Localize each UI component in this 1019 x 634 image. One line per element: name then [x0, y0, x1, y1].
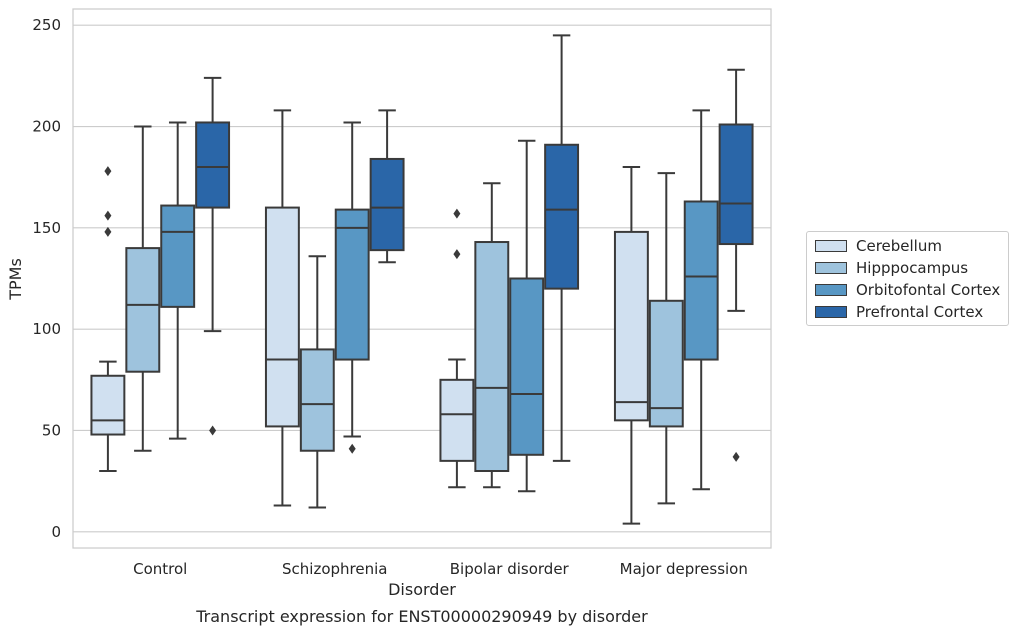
box-iqr: [90, 374, 126, 436]
outlier-point: [453, 249, 461, 260]
plot-frame: [72, 8, 772, 549]
legend-swatch-orbitofrontal: [815, 284, 847, 296]
x-tick-label: Control: [133, 560, 187, 578]
outlier-point: [104, 166, 112, 177]
legend-label-orbitofrontal: Orbitofontal Cortex: [856, 281, 1001, 299]
x-tick-label: Bipolar disorder: [450, 560, 570, 578]
outlier-point: [209, 425, 217, 436]
box-3-1: [369, 109, 405, 264]
y-axis-label: TPMs: [6, 258, 25, 301]
box-iqr: [439, 378, 475, 462]
box-iqr: [334, 208, 370, 361]
chart-title: Transcript expression for ENST0000029094…: [195, 607, 648, 626]
outlier-point: [348, 443, 356, 454]
legend-item-cerebellum: Cerebellum: [815, 236, 942, 256]
box-iqr: [474, 241, 510, 472]
box-iqr: [718, 123, 754, 246]
box-2-1: [334, 121, 370, 454]
box-1-0: [125, 125, 161, 452]
box-3-3: [718, 68, 754, 462]
box-2-2: [509, 139, 545, 493]
y-tick-label: 250: [32, 16, 61, 34]
box-2-3: [683, 109, 719, 491]
legend: Cerebellum Hipppocampus Orbitofontal Cor…: [806, 231, 1009, 326]
box-2-0: [160, 121, 196, 440]
y-tick-label: 50: [42, 421, 61, 439]
plot-boxes: [90, 34, 754, 525]
box-iqr: [613, 230, 649, 422]
box-0-3: [613, 166, 649, 525]
box-3-0: [195, 76, 231, 436]
box-iqr: [125, 247, 161, 373]
box-iqr: [509, 277, 545, 456]
box-iqr: [369, 157, 405, 252]
x-tick-label: Schizophrenia: [282, 560, 387, 578]
y-tick-label: 100: [32, 320, 61, 338]
y-tick-label: 150: [32, 219, 61, 237]
x-axis-label: Disorder: [388, 580, 456, 599]
box-iqr: [683, 200, 719, 361]
legend-swatch-prefrontal: [815, 306, 847, 318]
x-tick-label: Major depression: [620, 560, 748, 578]
legend-label-hippocampus: Hipppocampus: [856, 259, 969, 277]
outlier-point: [732, 451, 740, 462]
legend-item-hippocampus: Hipppocampus: [815, 258, 968, 278]
box-iqr: [544, 143, 580, 290]
outlier-point: [104, 226, 112, 237]
box-iqr: [648, 299, 684, 428]
box-iqr: [299, 348, 335, 452]
box-1-3: [648, 172, 684, 505]
legend-label-prefrontal: Prefrontal Cortex: [856, 303, 984, 321]
legend-item-orbitofrontal: Orbitofontal Cortex: [815, 280, 1000, 300]
outlier-point: [104, 210, 112, 221]
y-tick-label: 200: [32, 118, 61, 136]
y-tick-label: 0: [51, 523, 61, 541]
axis-ticks: 0 50 100 150 200 250 Control Schizophrenia Bipol…: [32, 16, 748, 578]
outlier-point: [453, 208, 461, 219]
box-3-2: [544, 34, 580, 462]
box-1-2: [474, 182, 510, 489]
legend-swatch-hippocampus: [815, 262, 847, 274]
box-iqr: [160, 204, 196, 308]
box-iqr: [195, 121, 231, 209]
legend-label-cerebellum: Cerebellum: [856, 237, 942, 255]
legend-swatch-cerebellum: [815, 240, 847, 252]
legend-item-prefrontal: Prefrontal Cortex: [815, 302, 983, 322]
box-iqr: [264, 206, 300, 428]
box-0-0: [90, 166, 126, 472]
box-1-1: [299, 255, 335, 509]
box-0-1: [264, 109, 300, 507]
box-0-2: [439, 208, 475, 489]
